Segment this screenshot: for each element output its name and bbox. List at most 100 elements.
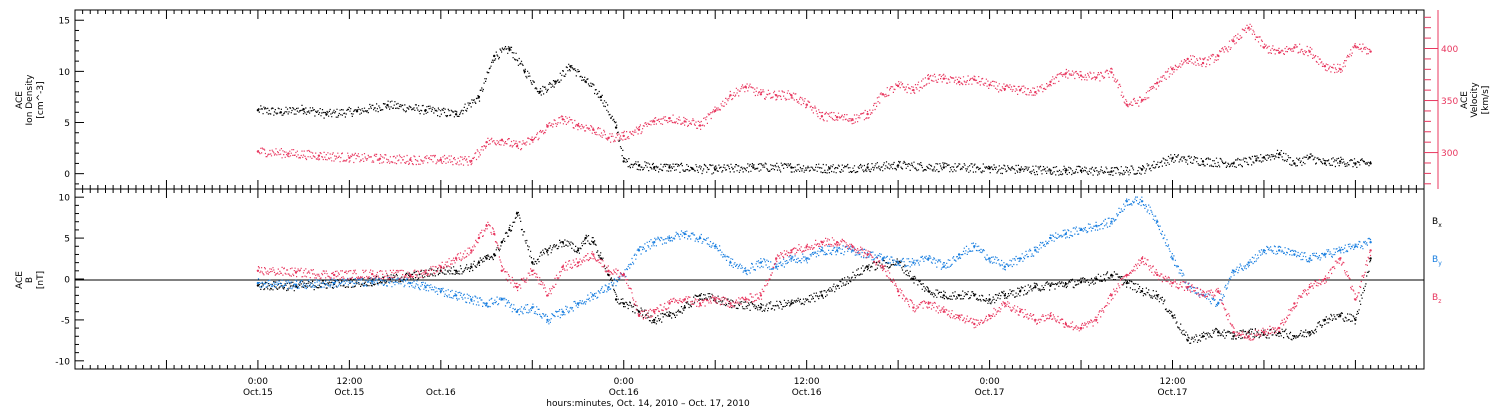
by-point	[332, 281, 336, 285]
bx-point	[508, 228, 511, 232]
density-point	[1323, 162, 1327, 165]
density-tick-label: 15	[59, 17, 70, 27]
density-point	[493, 54, 496, 58]
by-point	[942, 265, 945, 268]
density-label-line3: [cm^-3]	[36, 81, 46, 118]
by-point	[759, 261, 763, 264]
velocity-point	[866, 112, 869, 116]
density-point	[614, 126, 618, 129]
x-axis-title: hours:minutes, Oct. 14, 2010 – Oct. 17, …	[546, 399, 750, 409]
bx-point	[1034, 286, 1037, 289]
field-tick-label: 0	[64, 276, 70, 286]
bz-point	[1247, 335, 1250, 338]
velocity-label-line3: [km/s]	[1481, 86, 1491, 115]
velocity-tick-label: 300	[1441, 149, 1458, 159]
by-point	[485, 302, 488, 305]
bz-point	[1232, 331, 1235, 334]
x-tick-label-time: 12:00	[1160, 377, 1186, 387]
velocity-point	[653, 120, 656, 123]
field-data-points	[256, 196, 1372, 344]
bx-trace	[257, 211, 1372, 344]
density-point	[1064, 169, 1068, 172]
bx-point	[1308, 331, 1311, 334]
by-point	[790, 257, 793, 260]
by-point	[470, 298, 473, 301]
legend-bz: Bz	[1432, 293, 1441, 305]
velocity-point	[1110, 71, 1113, 74]
bx-point	[1064, 282, 1068, 286]
by-point	[653, 241, 656, 244]
velocity-point	[1125, 103, 1129, 106]
bz-point	[1049, 314, 1052, 317]
bx-point	[759, 306, 763, 309]
bx-point	[653, 318, 656, 322]
by-point	[424, 286, 427, 289]
density-point	[523, 70, 526, 73]
bx-point	[820, 294, 824, 297]
density-label-line2: Ion Density	[25, 74, 35, 126]
x-tick-label-time: 0:00	[614, 377, 634, 387]
bz-point	[881, 265, 885, 268]
density-point	[477, 95, 481, 99]
velocity-point	[1079, 74, 1083, 77]
density-tick-label: 10	[59, 68, 71, 78]
velocity-point	[1201, 61, 1205, 65]
bx-point	[988, 298, 991, 301]
density-point	[256, 109, 260, 112]
x-tick-label-time: 0:00	[248, 377, 268, 387]
bz-point	[1201, 294, 1205, 297]
by-point	[1156, 220, 1159, 223]
field-legend: Bx By Bz	[1432, 217, 1442, 305]
bx-point	[1354, 318, 1357, 322]
density-point	[554, 80, 557, 83]
bz-point	[668, 302, 671, 305]
x-tick-label-date: Oct.17	[975, 388, 1005, 398]
velocity-point	[759, 93, 763, 96]
density-tick-label: 5	[64, 119, 70, 129]
bz-point	[835, 241, 839, 244]
bz-point	[759, 294, 763, 297]
velocity-point	[561, 118, 564, 121]
density-point	[866, 166, 869, 169]
bz-point	[957, 314, 961, 317]
by-point	[744, 269, 747, 272]
bx-point	[1232, 335, 1235, 338]
by-point	[546, 318, 549, 322]
density-point	[1339, 160, 1342, 163]
by-point	[454, 294, 458, 297]
bx-point	[1369, 257, 1372, 260]
x-tick-label-time: 12:00	[794, 377, 820, 387]
density-point	[454, 113, 458, 116]
x-tick-label-date: Oct.15	[334, 388, 364, 398]
bz-point	[1140, 257, 1144, 260]
bz-point	[942, 310, 945, 313]
bx-point	[698, 294, 702, 297]
x-tick-label-date: Oct.16	[609, 388, 639, 398]
legend-bx: Bx	[1432, 217, 1442, 229]
velocity-point	[1064, 72, 1068, 75]
density-point	[508, 47, 511, 51]
density-point	[988, 167, 991, 170]
density-point	[942, 166, 945, 169]
by-point	[637, 249, 641, 252]
by-point	[294, 283, 298, 286]
bx-point	[1125, 281, 1129, 285]
by-point	[439, 290, 442, 293]
bx-point	[614, 298, 618, 301]
velocity-trace	[257, 23, 1372, 166]
by-point	[668, 236, 671, 240]
field-panel-frame	[74, 188, 1425, 370]
density-point	[569, 65, 572, 68]
density-point	[790, 166, 793, 169]
velocity-tick-label: 400	[1441, 45, 1458, 55]
bz-point	[714, 298, 717, 301]
by-point	[775, 265, 778, 268]
velocity-point	[637, 128, 641, 131]
by-point	[1064, 232, 1068, 236]
density-point	[1110, 170, 1113, 173]
by-point	[1308, 257, 1311, 260]
bz-trace	[257, 221, 1372, 341]
bz-point	[592, 253, 595, 256]
legend-bz-main: B	[1432, 293, 1438, 303]
